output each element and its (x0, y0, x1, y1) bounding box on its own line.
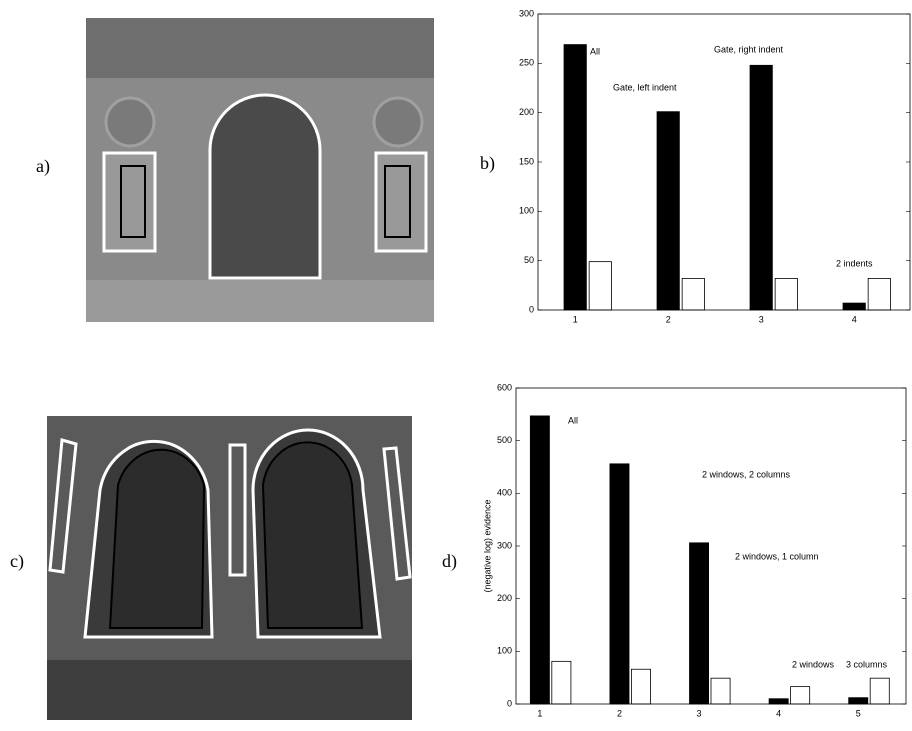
y-tick-label: 100 (497, 646, 512, 656)
bar (564, 45, 586, 310)
y-tick-label: 500 (497, 435, 512, 445)
y-tick-label: 150 (519, 156, 534, 166)
bar (530, 416, 549, 704)
panel-label: a) (36, 156, 50, 177)
y-tick-label: 0 (529, 304, 534, 314)
panel-label: b) (480, 153, 495, 174)
bar (610, 464, 629, 704)
bar (868, 278, 890, 310)
photo-gate (86, 18, 434, 322)
y-tick-label: 300 (497, 540, 512, 550)
bar (711, 678, 730, 704)
annotation: 2 windows, 1 column (735, 551, 819, 561)
y-tick-label: 300 (519, 8, 534, 18)
x-tick-label: 3 (759, 314, 764, 324)
bar (657, 112, 679, 310)
bar (791, 687, 810, 704)
bar (775, 278, 797, 310)
bar (552, 661, 571, 704)
annotation: 3 columns (846, 659, 888, 669)
panel-label: d) (442, 551, 457, 572)
x-tick-label: 4 (776, 708, 781, 718)
x-tick-label: 4 (852, 314, 857, 324)
annotation: All (590, 46, 600, 56)
bar (870, 678, 889, 704)
bar (849, 698, 868, 704)
annotation: Gate, left indent (613, 82, 677, 92)
y-axis-label: (negative log) evidence (482, 499, 492, 592)
bar (769, 699, 788, 704)
annotation: 2 windows (792, 659, 835, 669)
y-tick-label: 50 (524, 255, 534, 265)
annotation: 2 windows, 2 columns (702, 469, 791, 479)
figure: a) b) c) d) 0501001502002503001234AllGat… (0, 0, 912, 731)
bar (682, 278, 704, 310)
y-tick-label: 600 (497, 382, 512, 392)
page: a) b) c) d) 0501001502002503001234AllGat… (0, 0, 912, 731)
bar (589, 262, 611, 310)
bar (631, 669, 650, 704)
x-tick-label: 1 (573, 314, 578, 324)
plot-frame (516, 388, 906, 704)
annotation: 2 indents (836, 258, 873, 268)
y-tick-label: 100 (519, 206, 534, 216)
panel-label: c) (10, 551, 24, 572)
y-tick-label: 200 (497, 593, 512, 603)
x-tick-label: 5 (856, 708, 861, 718)
x-tick-label: 2 (617, 708, 622, 718)
y-tick-label: 200 (519, 107, 534, 117)
x-tick-label: 1 (537, 708, 542, 718)
y-tick-label: 0 (507, 698, 512, 708)
x-tick-label: 2 (666, 314, 671, 324)
annotation: Gate, right indent (714, 44, 784, 54)
bar (690, 543, 709, 704)
photo-windows (47, 416, 412, 720)
annotation: All (568, 415, 578, 425)
bar (750, 65, 772, 310)
y-tick-label: 250 (519, 58, 534, 68)
x-tick-label: 3 (697, 708, 702, 718)
y-tick-label: 400 (497, 488, 512, 498)
bar (843, 303, 865, 310)
